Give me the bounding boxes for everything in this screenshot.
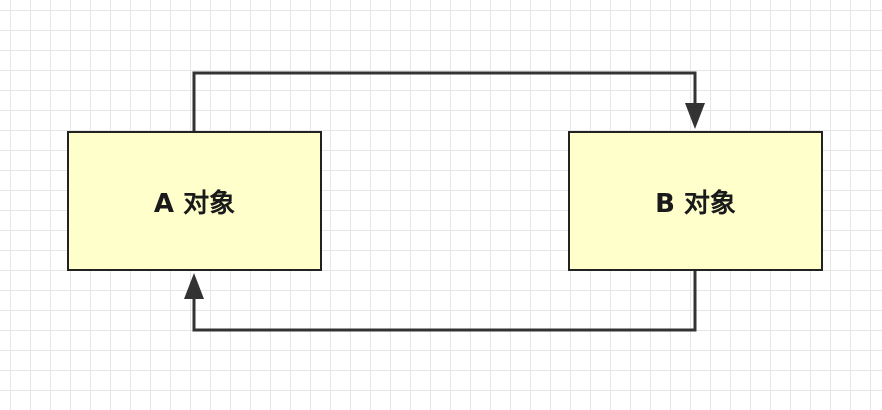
edge-b-to-a-line bbox=[192, 271, 697, 332]
edge-a-to-b bbox=[192, 71, 705, 131]
edge-b-to-a bbox=[184, 271, 697, 332]
arrowhead-down-icon bbox=[685, 103, 705, 129]
node-b-label: B 对象 bbox=[655, 188, 736, 219]
arrowhead-up-icon bbox=[184, 273, 204, 299]
node-a-object[interactable]: A 对象 bbox=[67, 131, 322, 271]
node-b-object[interactable]: B 对象 bbox=[568, 131, 823, 271]
node-a-label: A 对象 bbox=[153, 188, 236, 219]
edge-a-to-b-line bbox=[192, 71, 697, 131]
